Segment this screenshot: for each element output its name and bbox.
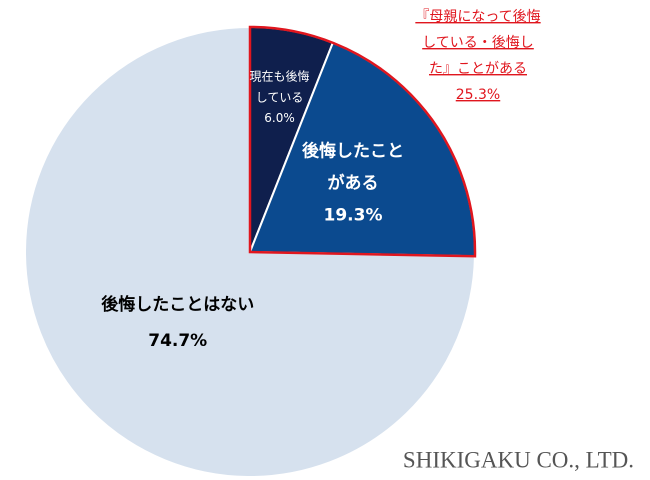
slice-label-line: がある — [328, 172, 379, 193]
slice-label-line: 後悔したことはない — [101, 294, 254, 315]
pie-slice — [24, 25, 476, 478]
annotation-line: 『母親になって後悔 — [415, 9, 540, 25]
slice-label: 後悔したことがある — [302, 140, 404, 193]
slice-value-label: 74.7% — [148, 331, 207, 351]
annotation-line: している・後悔し — [422, 35, 534, 51]
slice-value-label: 19.3% — [324, 205, 383, 225]
annotation-line: た』ことがある — [429, 61, 527, 77]
slice-value-label: 6.0% — [264, 111, 295, 125]
annotation-value: 25.3% — [456, 87, 500, 103]
highlight-outline — [248, 25, 477, 258]
slice-label: 現在も後悔している — [250, 68, 310, 104]
slice-label: 後悔したことはない — [101, 294, 254, 315]
slice-label-line: 現在も後悔 — [250, 68, 310, 83]
slice-label-line: 後悔したこと — [302, 140, 404, 161]
slice-label-line: している — [256, 90, 304, 104]
footer: SHIKIGAKU CO., LTD. — [403, 447, 634, 472]
